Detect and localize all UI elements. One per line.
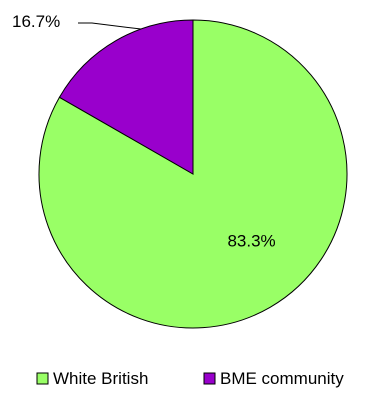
pie-data-labels: 83.3% 16.7% — [12, 12, 276, 251]
legend: White British BME community — [36, 369, 344, 388]
legend-swatch-bme-community — [203, 372, 216, 385]
legend-label-white-british: White British — [53, 369, 148, 388]
data-label-bme-community: 16.7% — [12, 12, 60, 31]
leader-line-bme-community — [78, 22, 142, 30]
pie-slice-bme-community — [58, 19, 194, 175]
legend-swatch-white-british — [36, 372, 49, 385]
legend-label-bme-community: BME community — [220, 369, 344, 388]
pie-slices — [38, 19, 348, 329]
data-label-white-british: 83.3% — [227, 232, 275, 251]
